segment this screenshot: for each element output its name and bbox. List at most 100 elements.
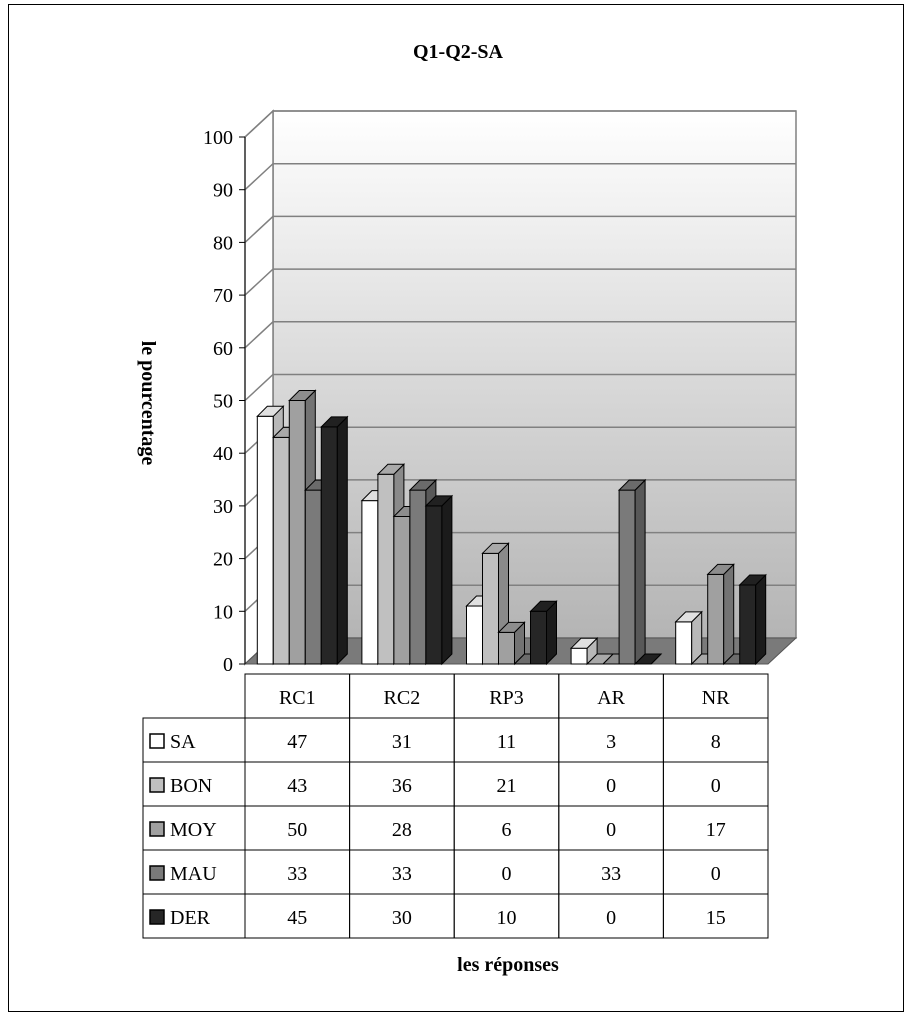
data-label: 33 bbox=[601, 863, 621, 885]
data-label: 0 bbox=[711, 863, 721, 885]
y-tick-label: 70 bbox=[213, 285, 233, 307]
data-label: 17 bbox=[706, 819, 726, 841]
bar-front bbox=[570, 647, 588, 665]
bar-front bbox=[482, 552, 499, 665]
legend-label: MOY bbox=[170, 819, 217, 841]
y-tick-label: 80 bbox=[213, 232, 233, 254]
y-tick-label: 60 bbox=[213, 338, 233, 360]
y-axis-label: le pourcentage bbox=[137, 341, 159, 466]
y-tick-label: 10 bbox=[213, 601, 233, 623]
bar-front bbox=[530, 610, 547, 665]
bar bbox=[674, 610, 703, 666]
data-label: 36 bbox=[392, 775, 412, 797]
table-cell bbox=[662, 893, 769, 939]
bar bbox=[569, 636, 599, 666]
chart-bars bbox=[256, 389, 767, 666]
data-label: 6 bbox=[502, 819, 512, 841]
y-tick-label: 0 bbox=[223, 654, 233, 676]
data-table: RC1 RC2 RP3 AR NR SA 47 31 11 3 8 BON 43 36 21 0 0 MOY 50 2… bbox=[142, 673, 769, 939]
y-axis: 0 10 20 30 40 50 60 70 80 90 100 bbox=[203, 127, 246, 676]
bar-top bbox=[569, 637, 599, 649]
bar-front bbox=[409, 489, 427, 665]
data-label: 30 bbox=[392, 907, 412, 929]
bar-top bbox=[706, 563, 735, 575]
data-label: 28 bbox=[392, 819, 412, 841]
bar-front bbox=[393, 515, 411, 665]
bar-front bbox=[304, 489, 322, 665]
bar bbox=[706, 563, 735, 666]
bar bbox=[738, 573, 767, 666]
bar-side bbox=[634, 478, 646, 666]
data-label: 15 bbox=[706, 907, 726, 929]
bar bbox=[320, 415, 349, 666]
category-label: RC1 bbox=[279, 687, 316, 709]
category-label: RP3 bbox=[489, 687, 523, 709]
data-label: 0 bbox=[502, 863, 512, 885]
data-label: 33 bbox=[392, 863, 412, 885]
bar-front bbox=[256, 415, 274, 665]
category-label: RC2 bbox=[384, 687, 421, 709]
legend-label: BON bbox=[170, 775, 212, 797]
bar-top bbox=[256, 405, 285, 417]
legend-swatch bbox=[149, 733, 165, 749]
data-label: 0 bbox=[606, 775, 616, 797]
legend-swatch bbox=[149, 821, 165, 837]
bar-front bbox=[498, 631, 515, 665]
data-label: 45 bbox=[287, 907, 307, 929]
bar-top bbox=[320, 416, 349, 428]
legend-label: SA bbox=[170, 731, 196, 753]
legend-label: DER bbox=[170, 907, 211, 929]
bar bbox=[633, 653, 663, 665]
data-label: 3 bbox=[606, 731, 616, 753]
y-tick-label: 90 bbox=[213, 180, 233, 202]
bar-front bbox=[618, 489, 636, 665]
data-label: 0 bbox=[711, 775, 721, 797]
bar-front bbox=[320, 426, 338, 665]
bar bbox=[617, 478, 647, 666]
bar-front bbox=[288, 400, 306, 665]
bar-side bbox=[723, 563, 735, 666]
bar-front bbox=[425, 505, 443, 665]
bar-top bbox=[376, 463, 406, 475]
data-label: 11 bbox=[497, 731, 516, 753]
bar-front bbox=[377, 473, 395, 665]
bar bbox=[529, 600, 558, 666]
data-label: 31 bbox=[392, 731, 412, 753]
bar-top bbox=[481, 542, 510, 554]
y-tick-label: 50 bbox=[213, 391, 233, 413]
bar-front bbox=[707, 573, 725, 665]
legend-label: MAU bbox=[170, 863, 217, 885]
bar-side bbox=[441, 494, 453, 666]
bar bbox=[424, 494, 454, 666]
bar-top bbox=[408, 479, 438, 491]
category-label: AR bbox=[597, 687, 625, 709]
bar-top bbox=[497, 621, 526, 633]
data-label: 33 bbox=[287, 863, 307, 885]
y-tick-label: 20 bbox=[213, 549, 233, 571]
bar-side bbox=[755, 573, 767, 666]
bar-top bbox=[529, 600, 558, 612]
y-tick-label: 100 bbox=[203, 127, 233, 149]
gridline bbox=[244, 162, 796, 191]
gridline bbox=[244, 215, 796, 243]
bar-top bbox=[424, 495, 454, 507]
category-label: NR bbox=[702, 687, 730, 709]
data-label: 8 bbox=[711, 731, 721, 753]
y-tick-label: 30 bbox=[213, 496, 233, 518]
data-label: 21 bbox=[497, 775, 517, 797]
gridline bbox=[244, 268, 796, 296]
y-tick-label: 40 bbox=[213, 443, 233, 465]
data-label: 10 bbox=[497, 907, 517, 929]
gridline bbox=[244, 110, 796, 138]
legend-swatch bbox=[149, 777, 165, 793]
bar-front bbox=[361, 500, 379, 665]
bar-front bbox=[675, 621, 693, 665]
chart-title: Q1-Q2-SA bbox=[413, 41, 504, 63]
bar-top bbox=[288, 390, 317, 401]
bar-top bbox=[633, 653, 663, 665]
legend-swatch bbox=[149, 865, 165, 881]
bar-front bbox=[272, 436, 290, 665]
bar-top bbox=[738, 574, 767, 586]
bar-front bbox=[739, 584, 757, 665]
